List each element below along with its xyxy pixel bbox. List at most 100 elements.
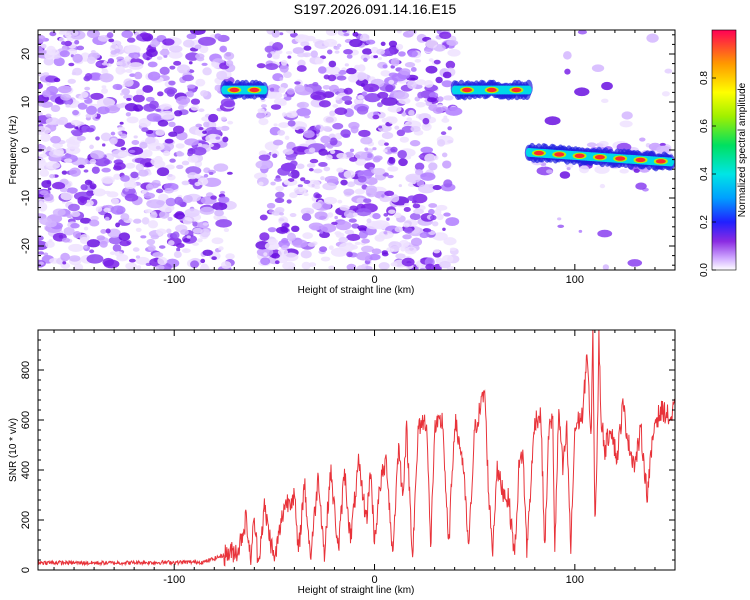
noise-blob <box>125 68 133 73</box>
noise-blob <box>278 100 287 106</box>
noise-blob <box>186 84 196 89</box>
noise-blob <box>305 35 316 42</box>
noise-blob <box>90 150 105 160</box>
noise-blob <box>278 122 290 128</box>
noise-blob <box>424 228 432 233</box>
noise-blob <box>352 212 358 217</box>
signal-peak <box>574 153 585 159</box>
noise-blob <box>101 167 111 173</box>
noise-blob <box>318 66 327 74</box>
noise-blob <box>646 33 659 43</box>
noise-blob <box>348 218 357 223</box>
noise-blob <box>442 227 446 232</box>
noise-blob <box>147 244 156 251</box>
noise-blob <box>402 222 410 228</box>
noise-blob <box>566 167 571 171</box>
snr-y-tick-label: 0 <box>20 567 32 573</box>
noise-blob <box>315 193 322 199</box>
noise-blob <box>439 261 451 269</box>
noise-blob <box>294 84 305 93</box>
noise-blob <box>120 175 130 182</box>
noise-blob <box>354 188 366 195</box>
noise-blob <box>202 67 212 76</box>
noise-blob <box>393 91 410 100</box>
noise-blob <box>128 149 136 153</box>
noise-blob <box>195 53 205 60</box>
noise-blob <box>139 141 148 149</box>
noise-blob <box>544 116 561 126</box>
noise-blob <box>380 70 391 77</box>
noise-blob <box>635 182 647 190</box>
noise-blob <box>38 153 48 158</box>
noise-blob <box>349 148 355 153</box>
noise-blob <box>274 177 282 182</box>
noise-blob <box>272 85 281 94</box>
noise-blob <box>420 146 434 154</box>
noise-blob <box>198 126 204 131</box>
noise-blob <box>602 264 610 270</box>
noise-blob <box>445 106 463 116</box>
noise-blob <box>176 150 183 157</box>
noise-blob <box>328 265 336 270</box>
signal-mid <box>261 85 268 95</box>
noise-blob <box>220 125 230 131</box>
noise-blob <box>300 41 310 47</box>
noise-blob <box>358 129 371 138</box>
noise-blob <box>125 262 137 270</box>
noise-blob <box>259 232 270 241</box>
noise-blob <box>275 49 283 55</box>
noise-blob <box>215 219 233 228</box>
noise-blob <box>279 212 284 216</box>
snr-y-tick-label: 800 <box>20 361 32 379</box>
noise-blob <box>200 228 211 238</box>
noise-blob <box>134 157 146 164</box>
noise-blob <box>419 267 426 270</box>
noise-blob <box>373 155 383 161</box>
snr-plot-area <box>38 330 675 570</box>
noise-blob <box>276 226 289 234</box>
noise-blob <box>442 71 452 79</box>
noise-blob <box>354 64 361 70</box>
noise-blob <box>286 111 298 118</box>
noise-blob <box>420 172 436 181</box>
noise-blob <box>93 188 106 197</box>
noise-blob <box>53 147 65 157</box>
noise-blob <box>266 53 273 59</box>
noise-blob <box>306 163 316 168</box>
noise-blob <box>319 230 324 234</box>
noise-blob <box>49 31 57 37</box>
noise-blob <box>40 133 51 142</box>
noise-blob <box>121 30 134 39</box>
noise-blob <box>144 136 156 145</box>
noise-blob <box>278 218 285 222</box>
noise-blob <box>169 158 176 163</box>
noise-blob <box>633 168 640 173</box>
noise-blob <box>156 56 163 61</box>
noise-blob <box>303 45 312 51</box>
noise-blob <box>264 45 275 53</box>
noise-blob <box>38 126 51 136</box>
noise-blob <box>198 36 216 46</box>
noise-blob <box>130 171 139 179</box>
noise-blob <box>328 245 334 250</box>
noise-blob <box>182 195 193 204</box>
noise-blob <box>183 238 191 243</box>
noise-blob <box>64 33 72 38</box>
noise-blob <box>359 33 370 42</box>
noise-blob <box>297 184 303 188</box>
noise-blob <box>124 193 139 202</box>
noise-blob <box>599 183 606 189</box>
noise-blob <box>388 40 398 48</box>
noise-blob <box>415 79 427 86</box>
noise-blob <box>155 129 165 136</box>
chart-title: S197.2026.091.14.16.E15 <box>293 1 457 17</box>
noise-blob <box>445 217 460 227</box>
noise-blob <box>83 245 88 249</box>
noise-blob <box>289 212 297 218</box>
noise-blob <box>377 102 383 108</box>
spectrogram-y-axis-label: Frequency (Hz) <box>8 116 19 185</box>
noise-blob <box>361 238 370 244</box>
noise-blob <box>277 248 289 256</box>
noise-blob <box>382 149 388 153</box>
noise-blob <box>106 32 114 39</box>
